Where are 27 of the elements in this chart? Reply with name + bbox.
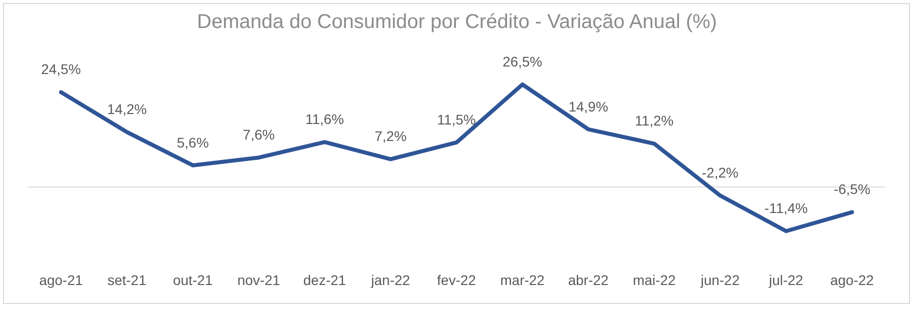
x-tick-label: nov-21 <box>237 272 280 288</box>
data-label: 11,5% <box>437 111 476 128</box>
data-label: -6,5% <box>834 181 870 198</box>
data-label: -11,4% <box>764 200 808 216</box>
data-label: -2,2% <box>702 164 738 181</box>
x-tick-label: fev-22 <box>437 272 476 288</box>
x-tick-label: jul-22 <box>768 272 804 288</box>
x-tick-label: jun-22 <box>700 272 740 288</box>
data-label: 7,2% <box>374 128 407 144</box>
data-label: 24,5% <box>41 61 81 78</box>
data-label: 7,6% <box>242 126 275 143</box>
data-label: 14,2% <box>107 101 147 118</box>
x-tick-label: jan-22 <box>370 272 410 288</box>
x-tick-label: abr-22 <box>568 272 609 288</box>
chart-title: Demanda do Consumidor por Crédito - Variação Anual (%) <box>197 11 717 33</box>
data-label: 5,6% <box>176 134 209 150</box>
x-tick-label: ago-21 <box>39 272 84 288</box>
data-label: 11,2% <box>634 112 674 129</box>
x-tick-label: set-21 <box>107 272 147 288</box>
x-tick-label: mai-22 <box>632 272 676 288</box>
data-label: 11,6% <box>305 111 344 128</box>
data-label: 14,9% <box>568 98 608 114</box>
data-label: 26,5% <box>502 53 542 70</box>
x-tick-label: ago-22 <box>830 272 874 288</box>
x-tick-label: out-21 <box>172 272 213 288</box>
x-tick-label: mar-22 <box>500 272 545 288</box>
x-tick-label: dez-21 <box>303 272 346 288</box>
